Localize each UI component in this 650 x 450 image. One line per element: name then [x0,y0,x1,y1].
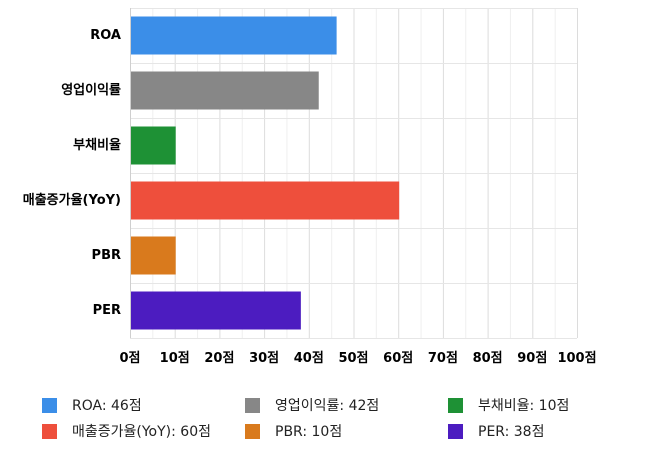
legend-swatch [448,397,463,413]
grid-lines [130,8,578,339]
bar-3 [131,181,400,220]
x-tick-label: 40점 [294,351,324,366]
x-tick-label: 60점 [383,351,413,366]
bar-2 [131,126,176,165]
bars [131,16,400,330]
x-tick-label: 0점 [119,351,140,366]
legend-row: 매출증가율(YoY): 60점 PBR: 10점 PER: 38점 [42,418,642,444]
legend-item-roa: ROA: 46점 [42,395,245,415]
x-tick-label: 30점 [249,351,279,366]
legend-item-sales-growth: 매출증가율(YoY): 60점 [42,421,245,441]
legend-item-per: PER: 38점 [448,421,544,441]
legend-item-pbr: PBR: 10점 [245,421,448,441]
x-tick-label: 10점 [160,351,190,366]
bar-5 [131,291,301,330]
x-axis-tick-labels: 0점 10점 20점 30점 40점 50점 60점 70점 80점 90점 100점 [119,351,596,366]
category-label: 부채비율 [73,137,121,153]
legend-label: 영업이익률: 42점 [275,398,380,414]
legend-row: ROA: 46점 영업이익률: 42점 부채비율: 10점 [42,392,642,418]
legend-swatch [42,397,57,413]
x-tick-label: 70점 [428,351,458,366]
category-label: 매출증가율(YoY) [23,192,121,208]
legend-item-debt-ratio: 부채비율: 10점 [448,395,569,415]
legend-swatch [245,397,260,413]
legend: ROA: 46점 영업이익률: 42점 부채비율: 10점 매출증가율(YoY)… [42,392,642,444]
category-label: 영업이익률 [61,82,121,98]
legend-label: PER: 38점 [478,424,545,440]
bar-4 [131,236,176,275]
bar-0 [131,16,337,55]
x-tick-label: 100점 [557,351,596,366]
legend-swatch [245,423,260,439]
legend-swatch [448,423,463,439]
bar-1 [131,71,319,110]
legend-label: 부채비율: 10점 [478,398,570,414]
category-label: ROA [90,28,121,43]
legend-swatch [42,423,57,439]
x-tick-label: 20점 [204,351,234,366]
category-label: PBR [92,248,121,263]
legend-label: 매출증가율(YoY): 60점 [72,424,211,440]
x-tick-label: 90점 [517,351,547,366]
category-label: PER [93,303,121,318]
legend-label: PBR: 10점 [275,424,343,440]
x-tick-label: 80점 [473,351,503,366]
x-tick-label: 50점 [338,351,368,366]
legend-label: ROA: 46점 [72,398,142,414]
legend-item-operating-margin: 영업이익률: 42점 [245,395,448,415]
